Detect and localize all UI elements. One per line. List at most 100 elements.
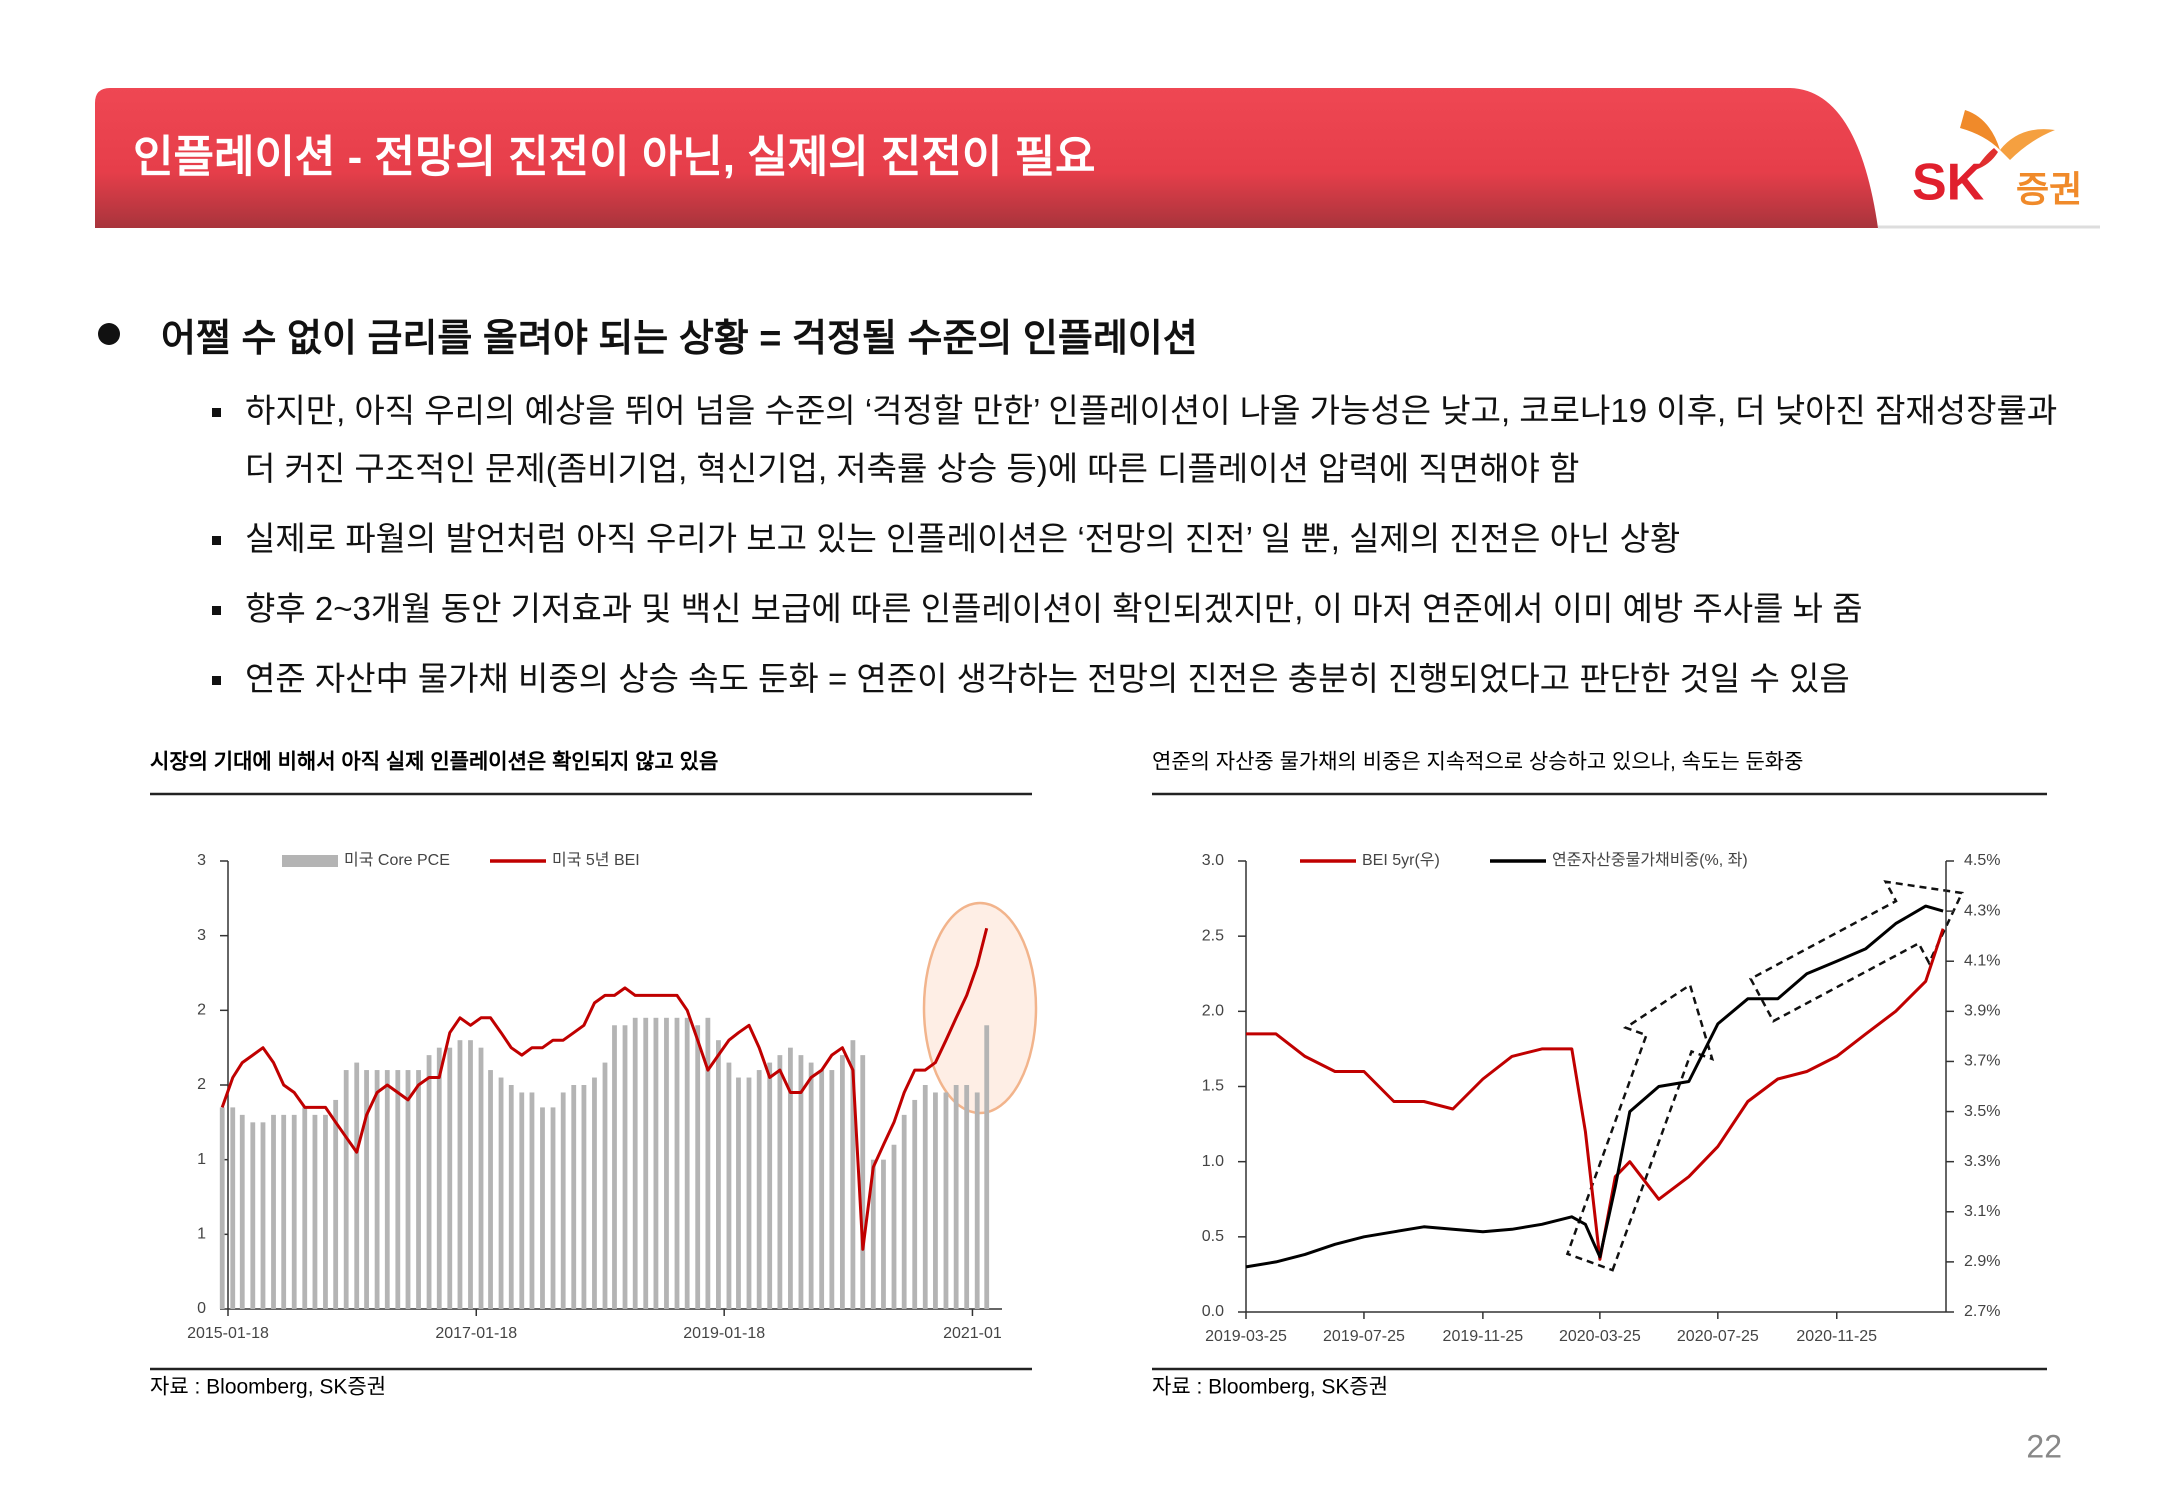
bar	[498, 1077, 504, 1309]
bar	[488, 1070, 493, 1309]
section-heading: 어쩔 수 없이 금리를 올려야 되는 상황 = 걱정될 수준의 인플레이션	[161, 318, 1198, 360]
y2-tick-label: 2.9%	[1964, 1253, 2000, 1270]
bar	[291, 1114, 297, 1309]
y2-tick-label: 3.1%	[1964, 1203, 2000, 1220]
logo-brand: SK	[1912, 154, 1985, 212]
bar	[850, 1040, 856, 1309]
y-tick-label: 3	[197, 852, 206, 869]
bar	[239, 1114, 245, 1309]
bar	[912, 1099, 918, 1309]
logo-wing	[1960, 110, 2000, 150]
bar	[746, 1077, 752, 1309]
line-series	[1246, 928, 1945, 1261]
x-tick-label: 2021-01	[943, 1325, 1002, 1342]
line-series	[220, 927, 989, 1251]
bar	[943, 1092, 949, 1309]
y2-tick-label: 4.5%	[1964, 852, 2000, 869]
y2-tick-label: 4.3%	[1964, 902, 2000, 919]
legend-swatch	[282, 855, 338, 867]
bar	[767, 1062, 773, 1309]
bar	[384, 1070, 390, 1309]
bar	[592, 1077, 597, 1309]
bar	[839, 1055, 845, 1309]
bar	[716, 1040, 721, 1309]
bar	[447, 1047, 453, 1309]
bar	[808, 1062, 814, 1309]
bar	[695, 1025, 701, 1309]
bar	[271, 1114, 276, 1309]
logo-sub: 증권	[2016, 169, 2082, 210]
bullet-dot	[98, 323, 120, 345]
legend-label: BEI 5yr(우)	[1362, 852, 1440, 869]
bar	[643, 1017, 649, 1309]
bar	[374, 1070, 380, 1309]
bar	[726, 1062, 732, 1309]
x-tick-label: 2020-11-25	[1796, 1328, 1877, 1345]
y-tick-label: 1	[197, 1151, 206, 1168]
y-tick-label: 3.0	[1202, 852, 1224, 869]
bullet: 하지만, 아직 우리의 예상을 뛰어 넘을 수준의 ‘걱정할 만한’ 인플레이션…	[212, 382, 2090, 498]
bar	[323, 1114, 328, 1309]
bar	[674, 1017, 680, 1309]
bar	[953, 1085, 959, 1309]
y-tick-label: 1.5	[1202, 1078, 1224, 1095]
bar	[622, 1025, 628, 1309]
bar	[354, 1062, 360, 1309]
chart-title: 시장의 기대에 비해서 아직 실제 인플레이션은 확인되지 않고 있음	[150, 751, 718, 774]
header-bar	[95, 88, 1878, 228]
y2-tick-label: 4.1%	[1964, 952, 2000, 969]
y-tick-label: 0.5	[1202, 1228, 1224, 1245]
bar	[664, 1017, 669, 1309]
bar	[819, 1070, 825, 1309]
y-tick-label: 0	[197, 1300, 206, 1317]
x-tick-label: 2019-01-18	[683, 1325, 765, 1342]
bar	[560, 1092, 566, 1309]
y-tick-label: 0.0	[1202, 1303, 1224, 1320]
line-series	[1245, 904, 1944, 1269]
bar	[684, 1017, 690, 1309]
bar	[230, 1107, 236, 1309]
bar	[540, 1107, 545, 1309]
bar	[250, 1122, 256, 1309]
bar	[519, 1092, 525, 1309]
bar	[860, 1055, 866, 1309]
y-tick-label: 1.0	[1202, 1153, 1224, 1170]
bar	[468, 1040, 473, 1309]
x-tick-label: 2019-11-25	[1443, 1328, 1524, 1345]
bar	[364, 1070, 369, 1309]
y-tick-label: 3	[197, 927, 206, 944]
y-tick-label: 2	[197, 1002, 206, 1019]
logo-wing	[2000, 129, 2055, 160]
chart-source: 자료 : Bloomberg, SK증권	[150, 1376, 386, 1399]
bar	[260, 1122, 266, 1309]
y-tick-label: 1	[197, 1226, 206, 1243]
bar	[777, 1055, 783, 1309]
bar	[478, 1047, 484, 1309]
y-tick-label: 2.5	[1202, 927, 1224, 944]
bullet: 실제로 파월의 발언처럼 아직 우리가 보고 있는 인플레이션은 ‘전망의 진전…	[212, 510, 2090, 568]
bar	[756, 1070, 762, 1309]
highlight-ellipse	[922, 901, 1038, 1115]
bar	[405, 1070, 411, 1309]
x-tick-label: 2019-03-25	[1205, 1328, 1287, 1345]
bar	[602, 1062, 608, 1309]
bar	[705, 1017, 711, 1309]
bar	[829, 1070, 835, 1309]
bar	[436, 1047, 442, 1309]
bar	[870, 1159, 876, 1309]
y2-tick-label: 2.7%	[1964, 1303, 2000, 1320]
y2-tick-label: 3.9%	[1964, 1003, 2000, 1020]
bullet-list: 하지만, 아직 우리의 예상을 뛰어 넘을 수준의 ‘걱정할 만한’ 인플레이션…	[212, 382, 2090, 720]
bar	[457, 1040, 463, 1309]
bar	[508, 1085, 514, 1309]
bar	[416, 1070, 421, 1309]
bar	[333, 1099, 339, 1309]
bar	[426, 1055, 432, 1309]
x-tick-label: 2017-01-18	[435, 1325, 517, 1342]
legend-label: 미국 Core PCE	[344, 851, 450, 869]
legend-label: 연준자산중물가채비중(%, 좌)	[1552, 851, 1748, 869]
bar	[529, 1092, 535, 1309]
x-tick-label: 2020-07-25	[1677, 1328, 1759, 1345]
y-tick-label: 2.0	[1202, 1003, 1224, 1020]
y2-tick-label: 3.5%	[1964, 1103, 2000, 1120]
